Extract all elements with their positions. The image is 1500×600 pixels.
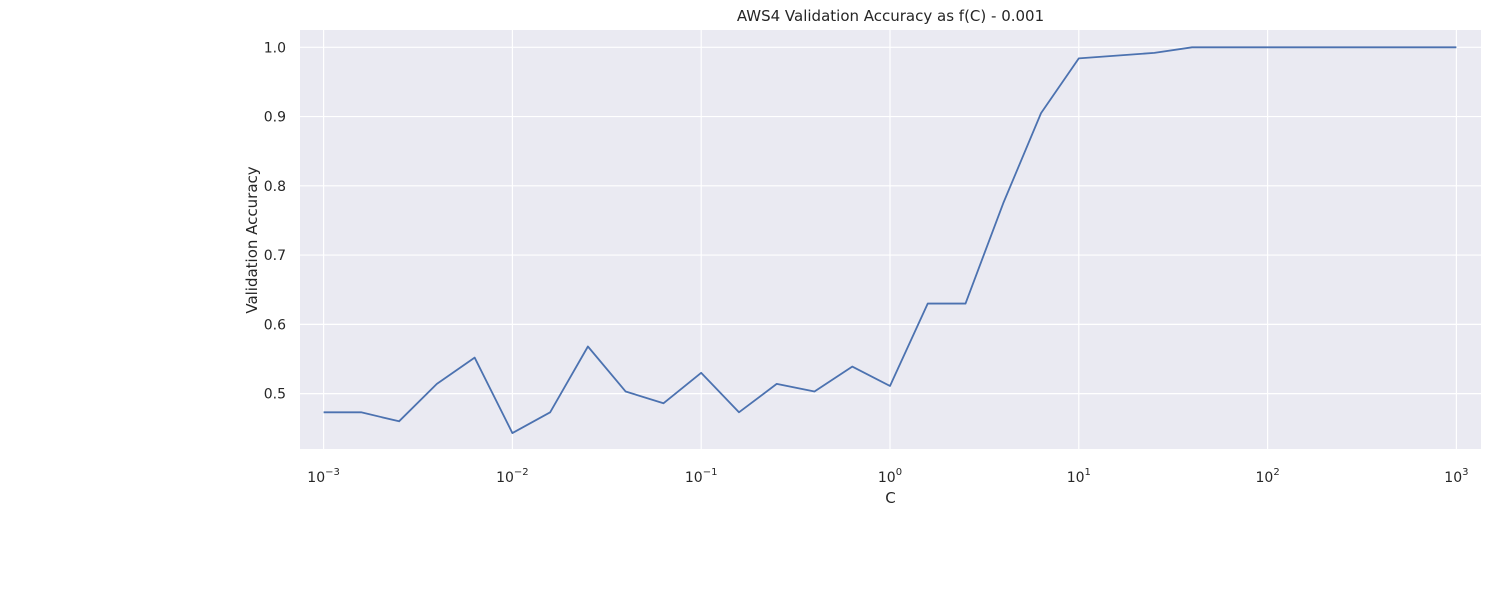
x-tick-labels: 10−3 10−2 10−1 100 101 102 103 (307, 467, 1468, 486)
x-tick-exponent: −1 (703, 467, 718, 478)
x-tick-exponent: 2 (1273, 467, 1279, 478)
x-tick-label: 10−1 (685, 467, 718, 486)
accuracy-series-line (323, 46, 1457, 434)
x-tick-label: 10−2 (496, 467, 529, 486)
y-tick-label: 0.9 (264, 110, 286, 126)
x-tick-label: 101 (1067, 467, 1091, 486)
y-tick-label: 0.7 (264, 248, 286, 264)
y-tick-label: 0.8 (264, 179, 286, 195)
x-tick-exponent: 3 (1462, 467, 1468, 478)
y-tick-label: 0.5 (264, 387, 286, 403)
x-tick-base: 10 (1255, 470, 1273, 486)
x-axis-label: C (885, 489, 895, 507)
y-gridlines (300, 46, 1481, 395)
x-tick-base: 10 (1444, 470, 1462, 486)
y-tick-label: 0.6 (264, 317, 286, 333)
y-axis-label: Validation Accuracy (243, 166, 261, 313)
x-tick-label: 10−3 (307, 467, 340, 486)
x-tick-base: 10 (496, 470, 514, 486)
x-tick-base: 10 (685, 470, 703, 486)
chart-title: AWS4 Validation Accuracy as f(C) - 0.001 (737, 7, 1044, 25)
y-tick-label: 1.0 (264, 40, 286, 56)
x-tick-label: 103 (1444, 467, 1468, 486)
x-tick-base: 10 (1067, 470, 1085, 486)
x-tick-label: 100 (878, 467, 902, 486)
x-tick-label: 102 (1255, 467, 1279, 486)
x-tick-exponent: −3 (325, 467, 340, 478)
y-tick-labels: 0.5 0.6 0.7 0.8 0.9 1.0 (264, 40, 286, 402)
x-gridlines (322, 30, 1457, 449)
x-tick-exponent: 0 (896, 467, 902, 478)
x-tick-base: 10 (878, 470, 896, 486)
x-tick-exponent: −2 (514, 467, 529, 478)
x-tick-base: 10 (307, 470, 325, 486)
x-tick-exponent: 1 (1085, 467, 1091, 478)
